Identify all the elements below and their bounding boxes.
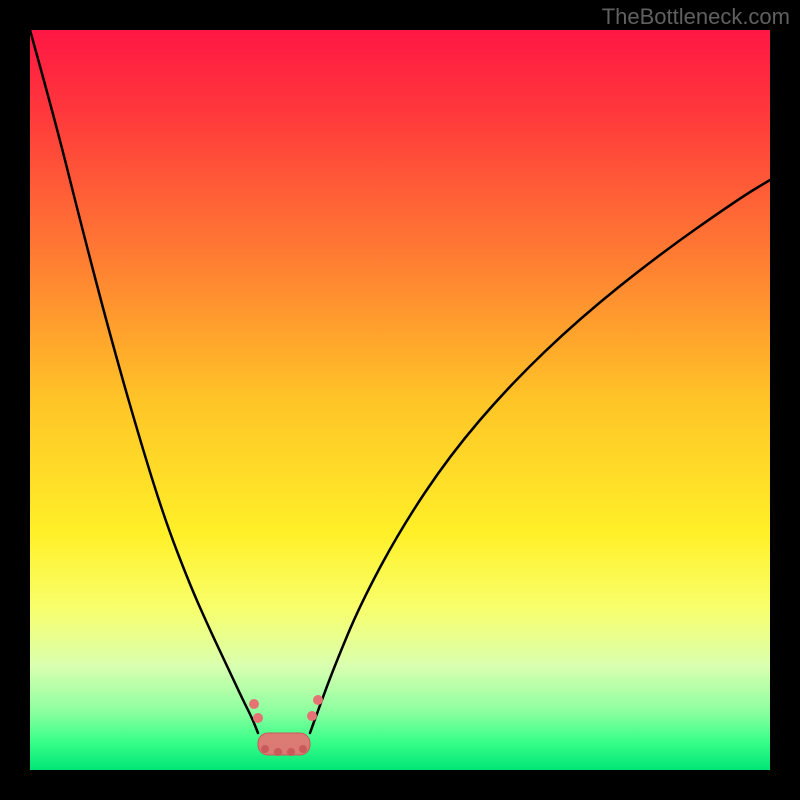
side-dot-3: [307, 711, 317, 721]
side-dot-0: [249, 699, 259, 709]
bottom-dot-2: [287, 748, 295, 756]
bottom-dot-1: [274, 748, 282, 756]
side-dot-1: [253, 713, 263, 723]
bottom-dot-0: [261, 745, 269, 753]
plot-background: [30, 30, 770, 770]
bottom-dot-3: [299, 745, 307, 753]
bottleneck-chart: [0, 0, 800, 800]
chart-svg: [0, 0, 800, 800]
side-dot-2: [313, 695, 323, 705]
watermark-text: TheBottleneck.com: [602, 4, 790, 30]
